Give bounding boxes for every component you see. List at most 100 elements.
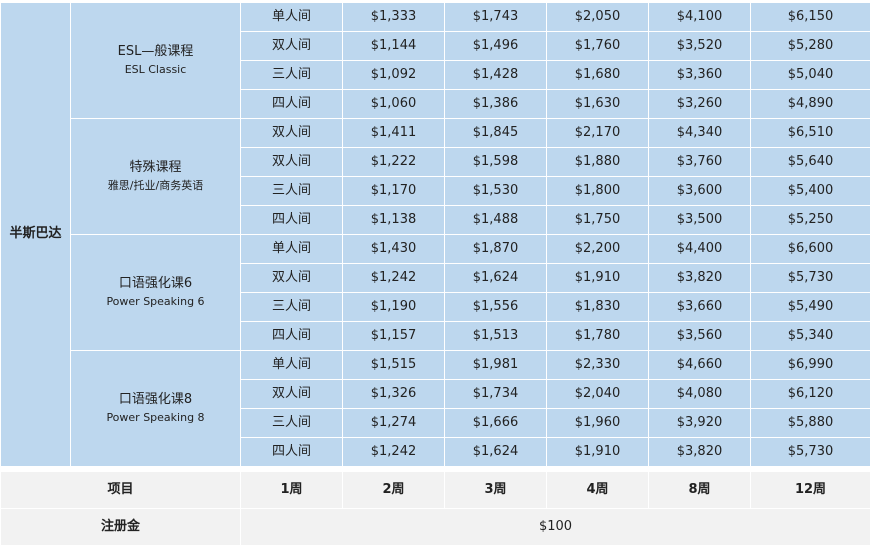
table-row: 三人间 $1,274 $1,666 $1,960 $3,920 $5,880 <box>1 408 870 438</box>
course-name-cell: 口语强化课6 Power Speaking 6 <box>70 234 241 351</box>
room-type-cell: 三人间 <box>240 60 343 90</box>
price-cell: $3,360 <box>648 60 751 90</box>
room-type-cell: 三人间 <box>240 176 343 206</box>
price-cell: $1,845 <box>444 118 547 148</box>
price-cell: $1,428 <box>444 60 547 90</box>
duration-header-cell: 3周 <box>444 471 547 509</box>
room-type-cell: 四人间 <box>240 205 343 235</box>
table-row: 四人间 $1,138 $1,488 $1,750 $3,500 $5,250 <box>1 205 870 235</box>
course-name-cell: ESL—般课程 ESL Classic <box>70 2 241 119</box>
price-cell: $1,170 <box>342 176 445 206</box>
price-cell: $3,920 <box>648 408 751 438</box>
price-cell: $6,990 <box>750 350 870 380</box>
price-cell: $1,190 <box>342 292 445 322</box>
price-cell: $1,411 <box>342 118 445 148</box>
price-cell: $1,530 <box>444 176 547 206</box>
item-label-cell: 项目 <box>0 471 241 509</box>
price-cell: $1,880 <box>546 147 649 177</box>
course-name-cell: 口语强化课8 Power Speaking 8 <box>70 350 241 467</box>
room-type-cell: 双人间 <box>240 118 343 148</box>
price-cell: $2,040 <box>546 379 649 409</box>
price-cell: $3,820 <box>648 263 751 293</box>
price-cell: $1,430 <box>342 234 445 264</box>
table-row: 双人间 $1,242 $1,624 $1,910 $3,820 $5,730 <box>1 263 870 293</box>
spacer-row <box>0 466 870 472</box>
price-cell: $4,660 <box>648 350 751 380</box>
price-cell: $1,488 <box>444 205 547 235</box>
duration-header-cell: 1周 <box>240 471 343 509</box>
price-cell: $1,680 <box>546 60 649 90</box>
price-cell: $5,250 <box>750 205 870 235</box>
price-cell: $1,630 <box>546 89 649 119</box>
price-table: 半斯巴达 ESL—般课程 ESL Classic 单人间 $1,333 $1,743 $2,… <box>0 2 870 546</box>
course-name-sub: Power Speaking 6 <box>106 294 205 308</box>
price-cell: $5,880 <box>750 408 870 438</box>
course-name-sub: 雅思/托业/商务英语 <box>107 178 204 192</box>
price-cell: $1,138 <box>342 205 445 235</box>
price-cell: $1,780 <box>546 321 649 351</box>
room-type-cell: 三人间 <box>240 408 343 438</box>
table-row: 四人间 $1,157 $1,513 $1,780 $3,560 $5,340 <box>1 321 870 351</box>
duration-header-cell: 2周 <box>342 471 445 509</box>
room-type-cell: 四人间 <box>240 437 343 467</box>
price-cell: $3,560 <box>648 321 751 351</box>
table-row: 特殊课程 雅思/托业/商务英语 双人间 $1,411 $1,845 $2,170 $4,34… <box>1 118 870 235</box>
course-name-sub: ESL Classic <box>124 62 187 76</box>
price-cell: $6,120 <box>750 379 870 409</box>
price-cell: $5,490 <box>750 292 870 322</box>
room-type-cell: 双人间 <box>240 147 343 177</box>
price-cell: $4,400 <box>648 234 751 264</box>
price-cell: $3,660 <box>648 292 751 322</box>
duration-header-cell: 8周 <box>648 471 751 509</box>
price-cell: $3,820 <box>648 437 751 467</box>
table-row: 四人间 $1,242 $1,624 $1,910 $3,820 $5,730 <box>1 437 870 467</box>
table-row: 双人间 $1,144 $1,496 $1,760 $3,520 $5,280 <box>1 31 870 61</box>
table-row: 半斯巴达 ESL—般课程 ESL Classic 单人间 $1,333 $1,743 $2,… <box>0 2 870 467</box>
price-cell: $1,326 <box>342 379 445 409</box>
price-cell: $1,910 <box>546 263 649 293</box>
price-cell: $1,830 <box>546 292 649 322</box>
city-cell: 半斯巴达 <box>0 2 71 467</box>
price-cell: $4,340 <box>648 118 751 148</box>
price-cell: $1,910 <box>546 437 649 467</box>
price-cell: $3,260 <box>648 89 751 119</box>
table-row: 三人间 $1,170 $1,530 $1,800 $3,600 $5,400 <box>1 176 870 206</box>
price-cell: $1,624 <box>444 437 547 467</box>
price-cell: $1,556 <box>444 292 547 322</box>
price-cell: $1,598 <box>444 147 547 177</box>
price-cell: $6,150 <box>750 2 870 32</box>
price-cell: $2,330 <box>546 350 649 380</box>
fee-label-cell: 注册金 <box>0 508 241 546</box>
price-cell: $2,200 <box>546 234 649 264</box>
price-cell: $5,640 <box>750 147 870 177</box>
price-cell: $5,730 <box>750 437 870 467</box>
price-cell: $1,981 <box>444 350 547 380</box>
room-type-cell: 双人间 <box>240 379 343 409</box>
duration-header-cell: 12周 <box>750 471 870 509</box>
room-type-cell: 单人间 <box>240 2 343 32</box>
price-cell: $1,144 <box>342 31 445 61</box>
table-row: 三人间 $1,092 $1,428 $1,680 $3,360 $5,040 <box>1 60 870 90</box>
price-cell: $6,510 <box>750 118 870 148</box>
price-cell: $1,870 <box>444 234 547 264</box>
price-cell: $1,274 <box>342 408 445 438</box>
price-cell: $1,760 <box>546 31 649 61</box>
price-cell: $3,760 <box>648 147 751 177</box>
price-cell: $1,750 <box>546 205 649 235</box>
price-cell: $4,100 <box>648 2 751 32</box>
price-cell: $1,734 <box>444 379 547 409</box>
price-cell: $1,242 <box>342 263 445 293</box>
price-cell: $5,730 <box>750 263 870 293</box>
price-cell: $1,496 <box>444 31 547 61</box>
price-cell: $2,050 <box>546 2 649 32</box>
price-cell: $5,340 <box>750 321 870 351</box>
table-row: 双人间 $1,326 $1,734 $2,040 $4,080 $6,120 <box>1 379 870 409</box>
price-cell: $1,060 <box>342 89 445 119</box>
price-cell: $1,157 <box>342 321 445 351</box>
price-cell: $2,170 <box>546 118 649 148</box>
price-cell: $6,600 <box>750 234 870 264</box>
room-type-cell: 四人间 <box>240 89 343 119</box>
table-row: 双人间 $1,222 $1,598 $1,880 $3,760 $5,640 <box>1 147 870 177</box>
room-type-cell: 四人间 <box>240 321 343 351</box>
price-cell: $1,624 <box>444 263 547 293</box>
